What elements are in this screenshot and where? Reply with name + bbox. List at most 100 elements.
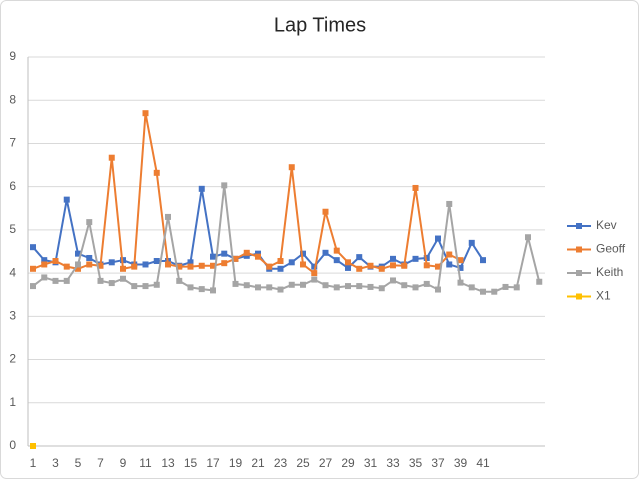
data-point: [210, 287, 216, 294]
data-point: [322, 282, 329, 289]
data-point: [502, 283, 509, 290]
x-tick-label: 27: [319, 456, 333, 470]
data-point: [513, 284, 520, 291]
legend-label: Geoff: [596, 242, 626, 256]
y-tick-label: 3: [9, 309, 16, 323]
data-point: [97, 277, 104, 284]
data-point: [390, 277, 396, 284]
data-point: [165, 213, 171, 220]
x-tick-label: 37: [431, 456, 445, 470]
data-point: [322, 249, 329, 256]
y-tick-label: 6: [9, 179, 16, 193]
data-point: [86, 219, 93, 226]
data-point: [446, 261, 453, 268]
data-point: [345, 259, 351, 266]
data-point: [423, 262, 430, 269]
data-point: [131, 283, 138, 290]
data-point: [30, 265, 36, 272]
data-point: [108, 259, 115, 266]
x-tick-label: 7: [97, 456, 104, 470]
data-point: [142, 283, 149, 290]
data-point: [378, 265, 385, 272]
legend-label: X1: [596, 289, 611, 303]
y-tick-label: 4: [9, 265, 16, 279]
data-point: [300, 261, 306, 268]
data-point: [255, 284, 261, 291]
data-point: [198, 286, 205, 293]
data-point: [63, 277, 70, 284]
legend-marker: [576, 270, 582, 276]
data-point: [30, 443, 36, 449]
data-point: [232, 255, 239, 262]
y-tick-label: 2: [9, 352, 16, 366]
x-tick-label: 19: [229, 456, 243, 470]
data-point: [210, 253, 216, 260]
data-point: [255, 250, 261, 257]
data-point: [86, 261, 93, 268]
data-point: [333, 247, 340, 254]
data-point: [86, 254, 93, 261]
data-point: [198, 185, 205, 192]
data-point: [30, 283, 36, 290]
data-point: [30, 244, 36, 251]
data-point: [41, 261, 48, 268]
data-point: [120, 275, 126, 282]
x-tick-label: 25: [296, 456, 310, 470]
data-point: [446, 200, 453, 207]
data-point: [243, 252, 250, 259]
data-point: [480, 288, 486, 295]
data-point: [255, 253, 261, 260]
data-point: [468, 284, 475, 291]
data-point: [187, 259, 194, 266]
x-tick-label: 23: [274, 456, 288, 470]
data-point: [153, 169, 160, 176]
data-point: [356, 254, 363, 261]
y-tick-label: 0: [9, 438, 16, 452]
data-point: [345, 283, 351, 290]
legend-label: Keith: [596, 265, 623, 279]
data-point: [277, 258, 284, 265]
data-point: [356, 283, 363, 290]
y-tick-label: 8: [9, 92, 16, 106]
data-point: [187, 263, 194, 270]
data-point: [63, 263, 70, 270]
data-point: [108, 280, 115, 287]
x-tick-label: 17: [206, 456, 220, 470]
data-point: [300, 281, 306, 288]
data-point: [345, 264, 351, 271]
x-tick-label: 29: [341, 456, 355, 470]
data-point: [288, 164, 295, 171]
data-point: [435, 263, 441, 270]
data-point: [536, 278, 543, 285]
data-point: [333, 257, 340, 264]
x-tick-label: 13: [161, 456, 175, 470]
legend-marker: [576, 223, 582, 229]
data-point: [75, 265, 81, 272]
x-tick-label: 1: [30, 456, 37, 470]
x-tick-label: 3: [52, 456, 59, 470]
data-point: [142, 110, 149, 117]
data-point: [412, 284, 419, 291]
x-tick-label: 21: [251, 456, 265, 470]
data-point: [446, 251, 453, 258]
data-point: [187, 284, 194, 291]
data-point: [322, 208, 329, 215]
data-point: [401, 262, 408, 269]
data-point: [525, 234, 531, 241]
x-tick-label: 15: [184, 456, 198, 470]
x-tick-label: 5: [75, 456, 82, 470]
data-point: [266, 263, 273, 270]
data-point: [41, 274, 48, 281]
legend-marker: [576, 246, 582, 253]
data-point: [52, 277, 59, 284]
data-point: [468, 239, 475, 246]
y-tick-label: 9: [9, 49, 16, 63]
legend-marker: [576, 293, 582, 300]
data-point: [401, 282, 408, 289]
data-point: [435, 286, 441, 293]
data-point: [378, 285, 385, 292]
data-point: [367, 283, 374, 290]
data-point: [232, 280, 239, 287]
data-point: [491, 288, 498, 295]
data-point: [423, 280, 430, 287]
